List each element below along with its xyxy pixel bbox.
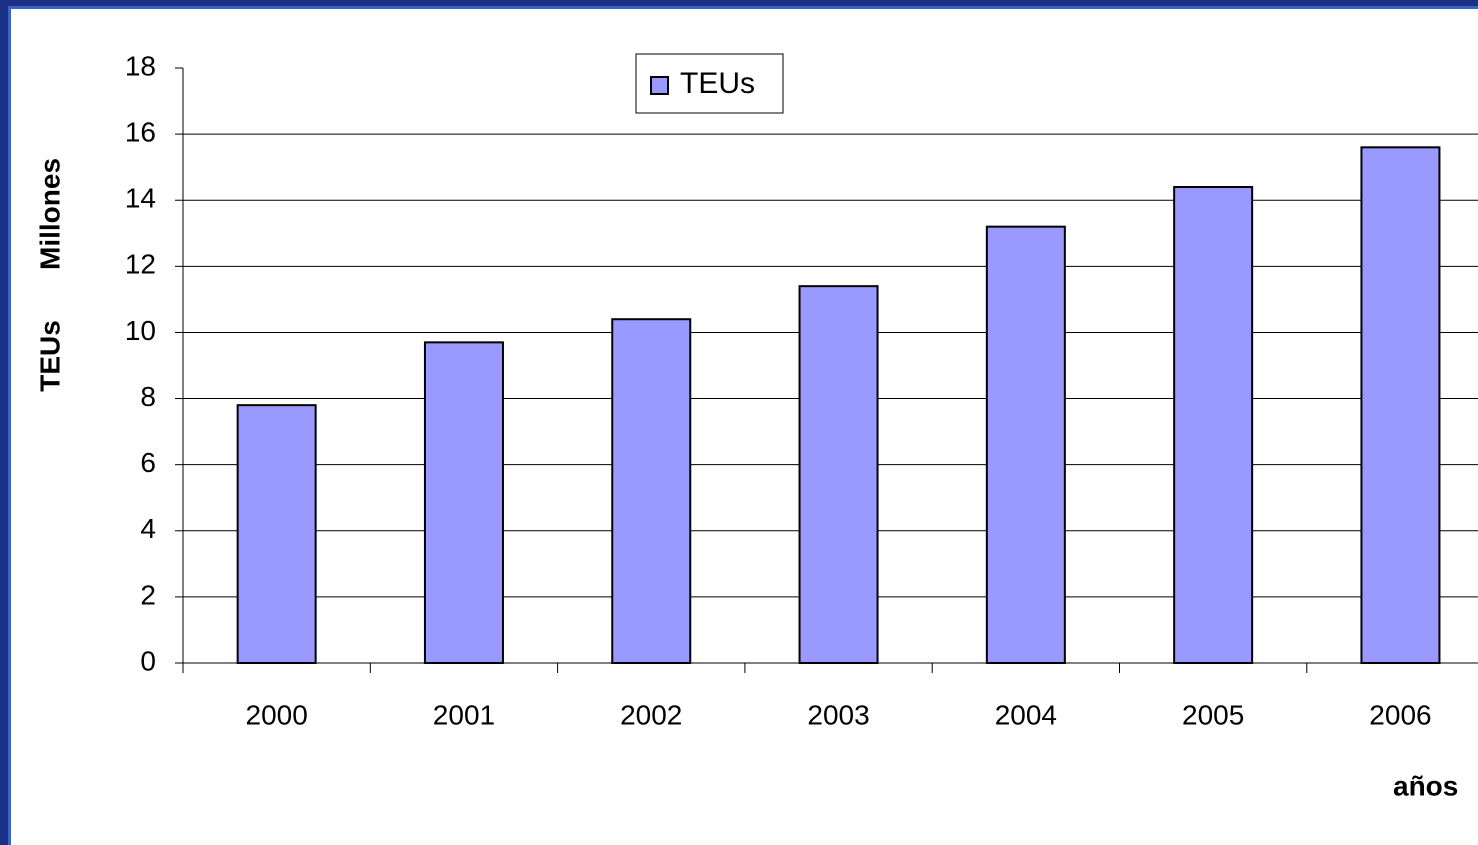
y-tick-label: 12 [125, 249, 156, 280]
bar [1360, 146, 1441, 665]
y-tick-label: 14 [125, 183, 156, 214]
y-tick-label: 8 [140, 381, 156, 412]
y-tick-label: 6 [140, 447, 156, 478]
bar [423, 341, 504, 664]
x-tick-label: 2002 [620, 699, 682, 730]
bar [611, 318, 692, 664]
x-tick-label: 2001 [433, 699, 495, 730]
x-axis-label: años [1393, 770, 1458, 801]
y-tick-label: 0 [140, 645, 156, 676]
x-tick-label: 2003 [807, 699, 869, 730]
y-tick-label: 2 [140, 579, 156, 610]
x-tick-label: 2005 [1182, 699, 1244, 730]
y-tick-label: 10 [125, 315, 156, 346]
x-tick-label: 2004 [995, 699, 1057, 730]
bar [985, 225, 1066, 665]
bar [1173, 186, 1254, 664]
y-tick-label: 18 [125, 50, 156, 81]
y-tick-label: 16 [125, 117, 156, 148]
legend-label: TEUs [680, 67, 755, 100]
legend: TEUs [635, 53, 784, 114]
bar [798, 285, 879, 664]
x-tick-label: 2000 [246, 699, 308, 730]
x-tick-label: 2006 [1369, 699, 1431, 730]
legend-swatch [650, 76, 669, 95]
y-axis-unit: Millones [34, 158, 65, 270]
bar [236, 404, 317, 664]
y-axis-label: TEUs [34, 320, 65, 392]
y-tick-label: 4 [140, 513, 156, 544]
